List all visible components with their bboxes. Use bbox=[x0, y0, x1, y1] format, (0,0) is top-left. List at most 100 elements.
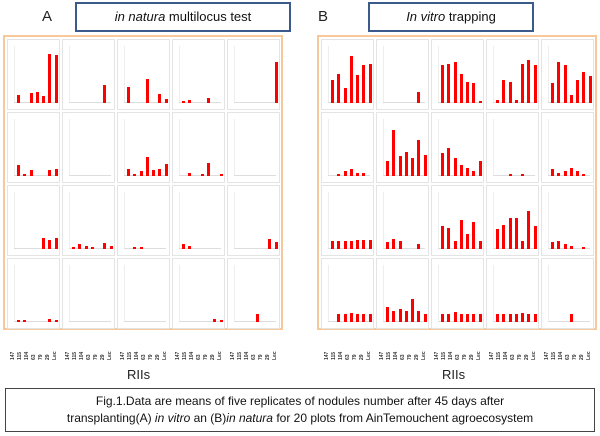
small-bar-chart bbox=[541, 258, 594, 329]
panel-a-letter: A bbox=[42, 8, 53, 25]
x-tick-label: 115 bbox=[127, 351, 133, 360]
x-tick-label: 29 bbox=[579, 354, 585, 360]
bar bbox=[502, 80, 506, 103]
x-tick-label: 115 bbox=[441, 351, 447, 360]
x-tick-label: 147 bbox=[65, 351, 71, 360]
bar bbox=[42, 238, 46, 249]
x-tick-label: 104 bbox=[24, 351, 30, 360]
x-tick-label: 63 bbox=[141, 354, 147, 360]
small-bar-chart bbox=[431, 112, 484, 183]
bar bbox=[368, 63, 372, 103]
bar bbox=[514, 313, 518, 322]
bar bbox=[417, 244, 421, 249]
small-bar-chart bbox=[431, 39, 484, 110]
bar bbox=[466, 313, 470, 322]
small-bar-chart bbox=[431, 258, 484, 329]
small-bar-chart bbox=[117, 185, 170, 256]
panel-b-title-italic: In vitro bbox=[406, 9, 446, 24]
x-tick-label: 29 bbox=[155, 354, 161, 360]
x-axis bbox=[383, 175, 425, 176]
y-axis bbox=[69, 265, 70, 322]
x-tick-label: 115 bbox=[237, 351, 243, 360]
y-axis bbox=[179, 46, 180, 103]
bar bbox=[392, 239, 396, 249]
bar bbox=[417, 140, 421, 176]
x-tick-label: 104 bbox=[503, 351, 509, 360]
x-axis bbox=[14, 321, 56, 322]
x-tick-label: 63 bbox=[31, 354, 37, 360]
small-bar-chart bbox=[7, 185, 60, 256]
small-bar-chart bbox=[376, 112, 429, 183]
x-tick-label: 29 bbox=[469, 354, 475, 360]
bar bbox=[337, 240, 341, 249]
bar bbox=[417, 91, 421, 103]
y-axis bbox=[438, 119, 439, 176]
x-tick-label: 63 bbox=[196, 354, 202, 360]
y-axis bbox=[328, 192, 329, 249]
y-axis bbox=[493, 192, 494, 249]
bar bbox=[466, 81, 470, 103]
bar bbox=[48, 240, 52, 249]
x-tick-label: 147 bbox=[230, 351, 236, 360]
y-axis bbox=[124, 265, 125, 322]
bar bbox=[569, 94, 573, 103]
bar bbox=[508, 174, 512, 176]
y-axis bbox=[548, 119, 549, 176]
x-axis bbox=[438, 175, 480, 176]
bar bbox=[145, 157, 149, 176]
x-axis bbox=[124, 321, 166, 322]
x-tick-label: 29 bbox=[45, 354, 51, 360]
small-bar-chart bbox=[7, 258, 60, 329]
x-tick-label: 104 bbox=[338, 351, 344, 360]
x-axis bbox=[124, 175, 166, 176]
bar bbox=[533, 313, 537, 322]
bar bbox=[349, 313, 353, 322]
bar bbox=[200, 174, 204, 176]
bar bbox=[54, 54, 58, 103]
x-tick-label: Lec bbox=[421, 351, 427, 360]
bar bbox=[447, 227, 451, 249]
bar bbox=[423, 313, 427, 322]
small-bar-chart bbox=[486, 185, 539, 256]
y-axis bbox=[548, 265, 549, 322]
panel-b-title: In vitro trapping bbox=[368, 2, 534, 32]
x-tick-label: Lec bbox=[531, 351, 537, 360]
y-axis bbox=[234, 192, 235, 249]
y-axis bbox=[438, 265, 439, 322]
bar bbox=[349, 55, 353, 103]
bar bbox=[343, 313, 347, 322]
x-axis bbox=[548, 102, 590, 103]
caption-line-2: transplanting(A) in vitro an (B)in natur… bbox=[6, 410, 594, 427]
small-bar-chart bbox=[117, 112, 170, 183]
y-axis bbox=[179, 192, 180, 249]
y-axis bbox=[234, 119, 235, 176]
y-axis bbox=[14, 119, 15, 176]
bar bbox=[54, 168, 58, 176]
bar bbox=[576, 80, 580, 103]
bar bbox=[48, 54, 52, 103]
bar bbox=[398, 240, 402, 249]
y-axis bbox=[14, 265, 15, 322]
bar bbox=[29, 93, 33, 103]
panel-a-chart-grid bbox=[3, 35, 283, 330]
bar bbox=[255, 313, 259, 322]
x-axis bbox=[493, 248, 535, 249]
bar bbox=[362, 313, 366, 322]
y-axis bbox=[328, 119, 329, 176]
panel-b-xlabel: RIIs bbox=[442, 367, 466, 382]
x-axis bbox=[124, 102, 166, 103]
x-axis bbox=[69, 321, 111, 322]
y-axis bbox=[328, 46, 329, 103]
bar bbox=[139, 171, 143, 176]
bar bbox=[563, 244, 567, 249]
small-bar-chart bbox=[172, 39, 225, 110]
bar bbox=[362, 65, 366, 103]
x-tick-label: 115 bbox=[496, 351, 502, 360]
bar bbox=[362, 240, 366, 249]
x-tick-label: Lec bbox=[272, 351, 278, 360]
bar bbox=[392, 130, 396, 176]
small-bar-chart bbox=[486, 112, 539, 183]
small-bar-chart bbox=[541, 185, 594, 256]
bar bbox=[343, 171, 347, 176]
bar bbox=[508, 81, 512, 103]
